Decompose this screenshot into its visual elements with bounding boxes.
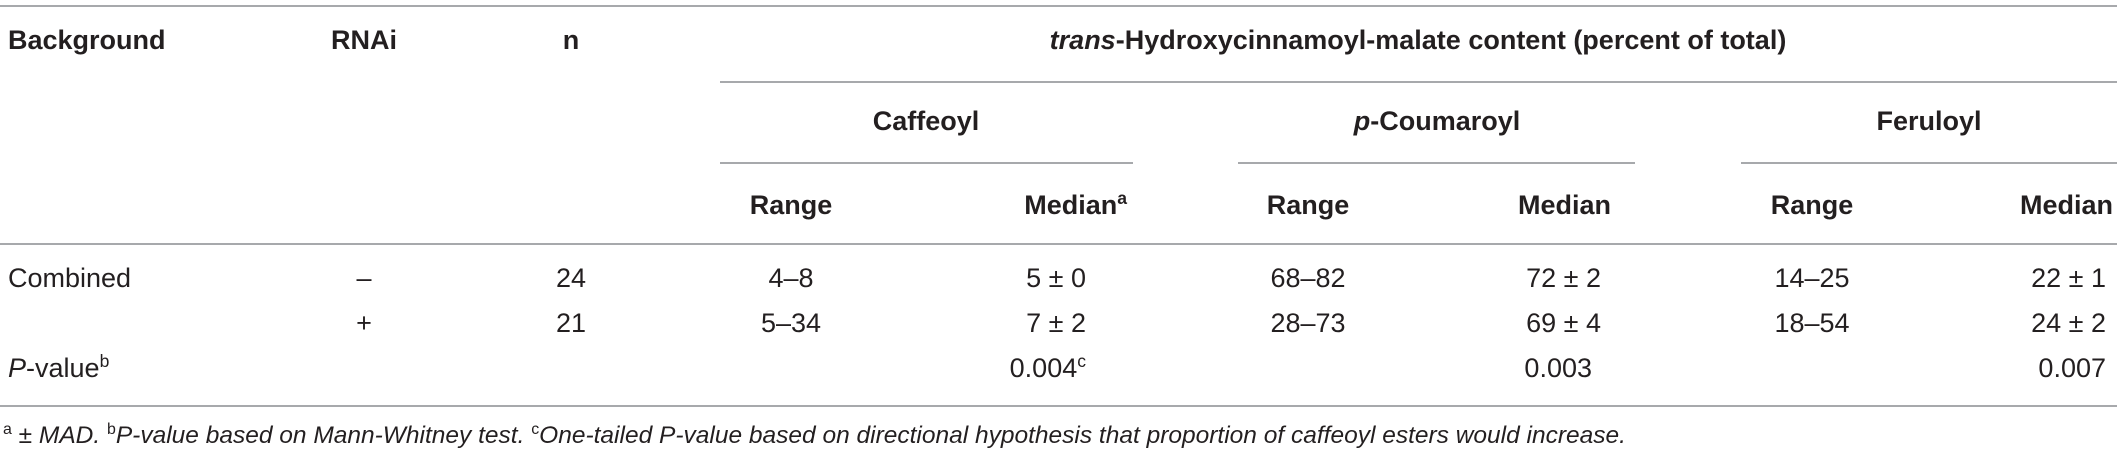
pvalue-caffeoyl-value: 0.004 <box>1009 353 1078 383</box>
median-label: Median <box>1024 190 1118 220</box>
caffeoyl-underline <box>720 162 1133 164</box>
header-caffeoyl: Caffeoyl <box>872 106 980 136</box>
header-caffeoyl-range: Range <box>749 190 833 220</box>
header-rnai: RNAi <box>331 25 397 55</box>
coumaroyl-underline <box>1238 162 1635 164</box>
header-p-coumaroyl: p-Coumaroyl <box>1354 108 1521 135</box>
pvalue-caffeoyl: 0.004c <box>1009 353 1086 383</box>
footnote-a-marker: a <box>3 421 12 439</box>
row2-rnai: + <box>356 308 372 338</box>
group-title-rest: -Hydroxycinnamoyl-malate content (percen… <box>1115 25 1787 55</box>
footnote-c-marker: c <box>531 421 540 439</box>
group-title-italic: trans <box>1049 25 1116 55</box>
footnote-c-text: One-tailed P-value based on directional … <box>539 422 1626 449</box>
group-title-underline <box>720 81 2117 83</box>
row2-n: 21 <box>555 308 587 338</box>
header-feruloyl: Feruloyl <box>1876 106 1982 136</box>
pvalue-label-italic: P <box>8 353 27 383</box>
pvalue-feruloyl: 0.007 <box>2038 353 2106 383</box>
footnote-b-marker: b <box>106 421 116 439</box>
row1-coumaroyl-range: 68–82 <box>1270 263 1346 293</box>
row2-coumaroyl-median: 69 ± 4 <box>1526 308 1601 338</box>
row1-rnai: – <box>356 263 372 293</box>
row2-feruloyl-range: 18–54 <box>1774 308 1850 338</box>
header-caffeoyl-median: Mediana <box>1024 190 1127 220</box>
row1-n: 24 <box>555 263 587 293</box>
table-bottom-rule <box>0 405 2117 407</box>
header-feruloyl-range: Range <box>1770 190 1854 220</box>
row1-feruloyl-range: 14–25 <box>1774 263 1850 293</box>
header-p-coumaroyl-italic: p <box>1353 106 1371 136</box>
header-feruloyl-median: Median <box>2019 190 2113 220</box>
header-background: Background <box>8 25 166 55</box>
top-rule <box>0 5 2117 7</box>
header-p-coumaroyl-rest: -Coumaroyl <box>1370 106 1521 136</box>
pvalue-coumaroyl: 0.003 <box>1524 353 1592 383</box>
header-coumaroyl-range: Range <box>1266 190 1350 220</box>
footnote-b-text: P-value based on Mann-Whitney test. <box>115 422 532 449</box>
row1-caffeoyl-median: 5 ± 0 <box>1026 263 1086 293</box>
footnote-a-text: ± MAD. <box>11 422 107 449</box>
header-n: n <box>562 25 580 55</box>
row1-coumaroyl-median: 72 ± 2 <box>1526 263 1601 293</box>
row1-feruloyl-median: 22 ± 1 <box>2031 263 2106 293</box>
row2-caffeoyl-median: 7 ± 2 <box>1026 308 1086 338</box>
header-bottom-rule <box>0 243 2117 245</box>
table-footnote: a ± MAD. bP-value based on Mann-Whitney … <box>3 421 1626 449</box>
row1-caffeoyl-range: 4–8 <box>768 263 814 293</box>
row1-background: Combined <box>8 263 132 293</box>
pvalue-label: P-valueb <box>8 353 109 383</box>
median-footnote-marker: a <box>1117 188 1127 209</box>
header-coumaroyl-median: Median <box>1517 190 1611 220</box>
row2-coumaroyl-range: 28–73 <box>1270 308 1346 338</box>
row2-caffeoyl-range: 5–34 <box>760 308 822 338</box>
pvalue-caffeoyl-footnote-marker: c <box>1077 351 1086 372</box>
group-title: trans-Hydroxycinnamoyl-malate content (p… <box>1050 27 1787 54</box>
row2-feruloyl-median: 24 ± 2 <box>2031 308 2106 338</box>
feruloyl-underline <box>1741 162 2117 164</box>
pvalue-label-rest: -value <box>26 353 100 383</box>
pvalue-footnote-marker: b <box>99 351 110 372</box>
